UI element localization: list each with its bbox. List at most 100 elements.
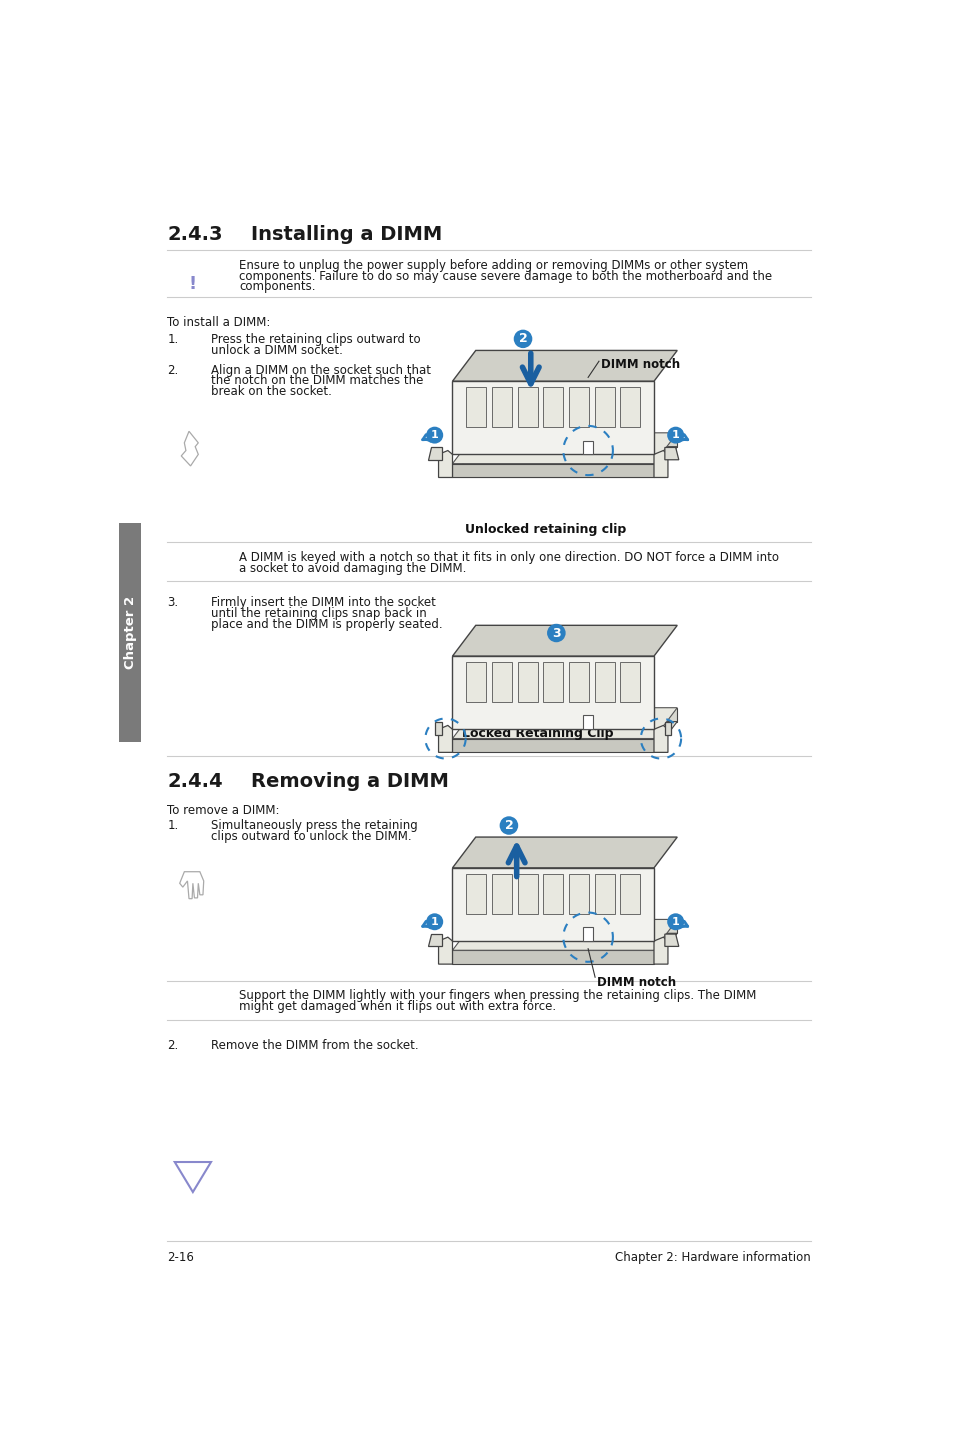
Text: until the retaining clips snap back in: until the retaining clips snap back in (211, 607, 426, 620)
Text: 1.: 1. (167, 332, 178, 345)
Polygon shape (438, 725, 452, 752)
FancyBboxPatch shape (542, 663, 562, 702)
Polygon shape (452, 433, 677, 463)
Polygon shape (452, 656, 654, 729)
Text: 2-16: 2-16 (167, 1251, 194, 1264)
Text: 1: 1 (671, 430, 679, 440)
Polygon shape (452, 933, 677, 963)
Text: a socket to avoid damaging the DIMM.: a socket to avoid damaging the DIMM. (239, 562, 466, 575)
Text: might get damaged when it flips out with extra force.: might get damaged when it flips out with… (239, 999, 556, 1012)
FancyBboxPatch shape (466, 663, 486, 702)
Text: DIMM notch: DIMM notch (596, 975, 675, 989)
Polygon shape (583, 928, 592, 940)
FancyBboxPatch shape (568, 387, 588, 427)
Polygon shape (664, 935, 679, 946)
Text: Ensure to unplug the power supply before adding or removing DIMMs or other syste: Ensure to unplug the power supply before… (239, 259, 748, 272)
Polygon shape (452, 869, 654, 940)
FancyBboxPatch shape (492, 874, 512, 915)
Polygon shape (654, 450, 667, 477)
Text: Removing a DIMM: Removing a DIMM (251, 772, 449, 791)
FancyBboxPatch shape (619, 663, 639, 702)
Polygon shape (452, 739, 654, 752)
Polygon shape (476, 433, 677, 447)
Text: Unlocked retaining clip: Unlocked retaining clip (464, 523, 625, 536)
Text: Simultaneously press the retaining: Simultaneously press the retaining (211, 820, 417, 833)
Polygon shape (452, 707, 677, 739)
Polygon shape (664, 722, 670, 735)
Text: 3: 3 (552, 627, 560, 640)
Text: To install a DIMM:: To install a DIMM: (167, 316, 271, 329)
Circle shape (426, 913, 443, 930)
Text: place and the DIMM is properly seated.: place and the DIMM is properly seated. (211, 617, 442, 631)
Polygon shape (438, 450, 452, 477)
Text: 2.: 2. (167, 1038, 178, 1051)
FancyBboxPatch shape (119, 523, 141, 742)
Polygon shape (583, 440, 592, 454)
Polygon shape (654, 938, 667, 963)
Text: Remove the DIMM from the socket.: Remove the DIMM from the socket. (211, 1038, 417, 1051)
FancyBboxPatch shape (492, 387, 512, 427)
Text: Firmly insert the DIMM into the socket: Firmly insert the DIMM into the socket (211, 597, 436, 610)
Text: break on the socket.: break on the socket. (211, 385, 332, 398)
Text: Locked Retaining Clip: Locked Retaining Clip (461, 728, 613, 741)
FancyBboxPatch shape (517, 387, 537, 427)
Text: components.: components. (239, 280, 315, 293)
FancyBboxPatch shape (542, 387, 562, 427)
Text: clips outward to unlock the DIMM.: clips outward to unlock the DIMM. (211, 830, 411, 843)
Polygon shape (452, 951, 654, 963)
Text: the notch on the DIMM matches the: the notch on the DIMM matches the (211, 374, 422, 387)
Polygon shape (654, 725, 667, 752)
Polygon shape (452, 463, 654, 477)
Text: 2.: 2. (167, 364, 178, 377)
Text: 2: 2 (504, 820, 513, 833)
Text: !: ! (189, 275, 196, 293)
Polygon shape (438, 938, 452, 963)
Circle shape (546, 624, 565, 643)
Text: 1: 1 (671, 917, 679, 926)
Text: To remove a DIMM:: To remove a DIMM: (167, 804, 279, 817)
Polygon shape (452, 919, 677, 951)
Polygon shape (427, 935, 441, 946)
Polygon shape (452, 626, 677, 656)
Polygon shape (583, 716, 592, 729)
FancyBboxPatch shape (517, 663, 537, 702)
FancyBboxPatch shape (542, 874, 562, 915)
FancyBboxPatch shape (492, 663, 512, 702)
Circle shape (426, 427, 443, 443)
FancyBboxPatch shape (517, 874, 537, 915)
FancyBboxPatch shape (568, 663, 588, 702)
FancyBboxPatch shape (619, 387, 639, 427)
FancyBboxPatch shape (594, 874, 614, 915)
Text: 1: 1 (431, 917, 438, 926)
Polygon shape (452, 351, 677, 381)
Text: 3.: 3. (167, 597, 178, 610)
Polygon shape (427, 447, 441, 460)
Circle shape (666, 427, 683, 443)
Polygon shape (476, 919, 677, 933)
Polygon shape (452, 447, 677, 477)
Text: Chapter 2: Chapter 2 (124, 597, 136, 669)
FancyBboxPatch shape (619, 874, 639, 915)
Circle shape (513, 329, 532, 348)
Text: Support the DIMM lightly with your fingers when pressing the retaining clips. Th: Support the DIMM lightly with your finge… (239, 989, 756, 1002)
Polygon shape (452, 381, 654, 454)
FancyBboxPatch shape (594, 663, 614, 702)
Text: Align a DIMM on the socket such that: Align a DIMM on the socket such that (211, 364, 430, 377)
Text: DIMM notch: DIMM notch (599, 358, 679, 371)
Text: 1.: 1. (167, 820, 178, 833)
Text: Chapter 2: Hardware information: Chapter 2: Hardware information (614, 1251, 810, 1264)
Text: 2.4.4: 2.4.4 (167, 772, 223, 791)
Circle shape (666, 913, 683, 930)
Text: 2.4.3: 2.4.3 (167, 224, 223, 244)
FancyBboxPatch shape (594, 387, 614, 427)
Text: 1: 1 (431, 430, 438, 440)
Text: Installing a DIMM: Installing a DIMM (251, 224, 442, 244)
Text: A DIMM is keyed with a notch so that it fits in only one direction. DO NOT force: A DIMM is keyed with a notch so that it … (239, 551, 779, 564)
Text: 2: 2 (518, 332, 527, 345)
Text: unlock a DIMM socket.: unlock a DIMM socket. (211, 344, 342, 357)
Polygon shape (452, 837, 677, 869)
Polygon shape (476, 707, 677, 722)
Polygon shape (452, 722, 677, 752)
FancyBboxPatch shape (466, 387, 486, 427)
FancyBboxPatch shape (568, 874, 588, 915)
